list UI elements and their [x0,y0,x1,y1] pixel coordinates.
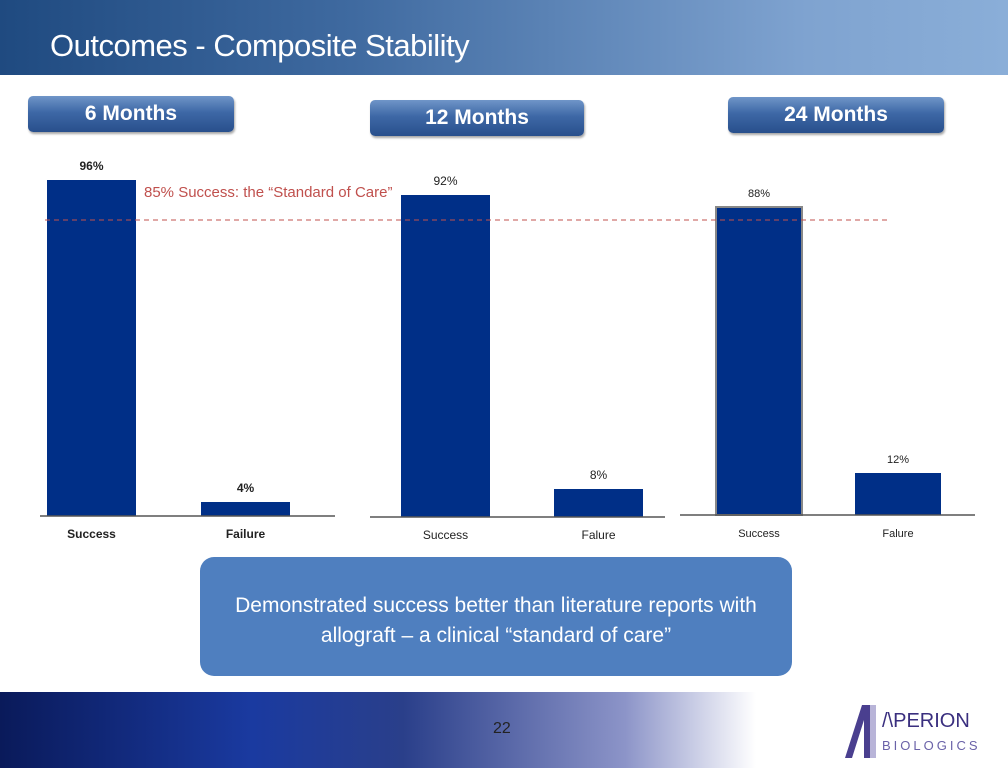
bar-success [401,195,490,517]
callout-box: Demonstrated success better than literat… [200,557,792,676]
page-title: Outcomes - Composite Stability [50,28,470,63]
category-label: Success [423,528,468,542]
category-label: Falure [581,528,615,542]
page-number: 22 [493,720,511,737]
bar-falure [855,473,941,515]
data-label: 4% [237,481,255,495]
data-label: 12% [887,454,909,466]
bar-success [715,206,803,516]
category-label: Failure [226,527,266,541]
aperion-biologics-logo: /\PERION BIOLOGICS [845,705,981,758]
bar-charts: 96% Success 4% Failure 92% Success 8% Falure 88%… [40,159,975,542]
bar-success [47,180,136,516]
bar-falure [554,489,643,517]
data-label: 8% [590,468,608,482]
period-label-12-months: 12 Months [370,100,584,136]
data-label: 88% [748,188,770,200]
period-label-24-months: 24 Months [728,97,944,133]
title-banner: Outcomes - Composite Stability [0,0,1008,75]
data-label: 96% [79,159,103,173]
bar-failure [201,502,290,516]
category-label: Success [738,528,780,540]
data-label: 92% [433,174,457,188]
category-label: Falure [882,528,913,540]
svg-text:BIOLOGICS: BIOLOGICS [882,738,981,753]
svg-text:/\PERION: /\PERION [882,710,970,732]
callout-text: Demonstrated success better than literat… [235,594,757,647]
footer-banner [0,692,1008,768]
category-label: Success [67,527,116,541]
period-label-6-months: 6 Months [28,96,234,132]
reference-line-label: 85% Success: the “Standard of Care” [144,184,392,201]
